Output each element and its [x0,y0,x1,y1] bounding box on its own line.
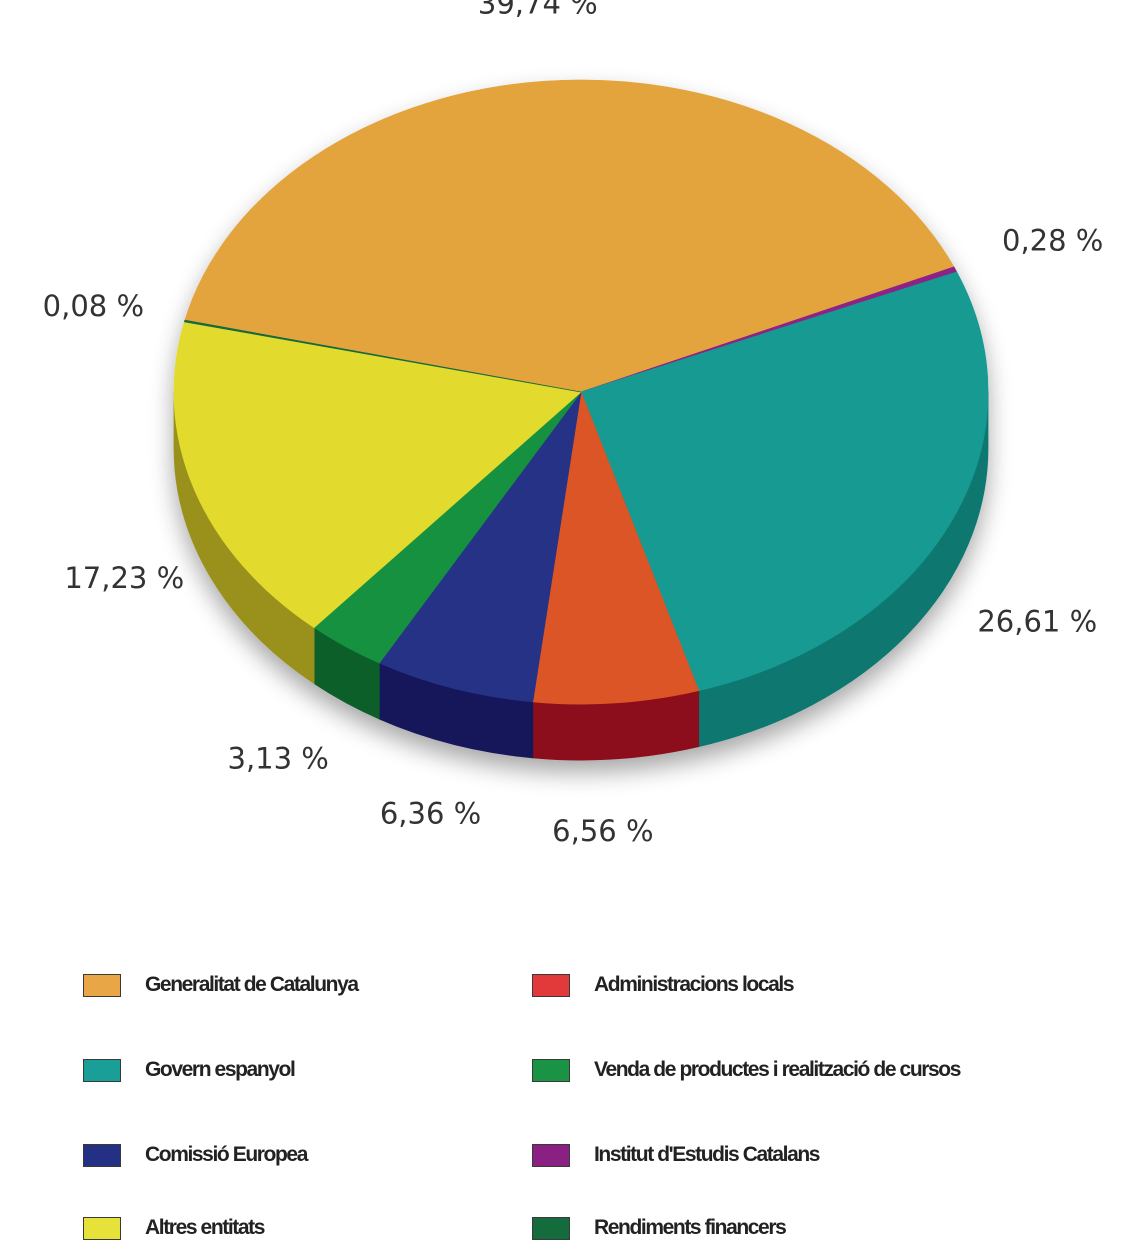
legend-label-iec: Institut d'Estudis Catalans [594,1143,820,1166]
pie-slice-6 [173,321,582,629]
legend-item-govern: Govern espanyol [83,1055,296,1085]
legend: Generalitat de Catalunya Govern espanyol… [0,960,1148,1241]
legend-item-generalitat: Generalitat de Catalunya [83,970,359,1000]
legend-label-generalitat: Generalitat de Catalunya [145,973,359,996]
legend-item-administracions: Administracions locals [532,970,795,1000]
legend-item-altres: Altres entitats [83,1213,265,1243]
pie-label-0: 39,74 % [478,0,598,20]
pie-label-1: 0,28 % [1002,223,1103,257]
pie-slice-2 [580,271,989,692]
pie-label-7: 0,08 % [43,289,144,323]
legend-item-venda: Venda de productes i realització de curs… [532,1055,961,1085]
pie-slice-4 [378,391,582,703]
pie-label-2: 26,61 % [977,604,1097,638]
legend-label-administracions: Administracions locals [594,973,795,996]
pie-slice-7 [183,319,582,393]
pie-chart: 39,74 % 0,28 % 26,61 % 6,56 % 6,36 % 3,13 % 17… [43,0,1104,848]
legend-swatch-venda [532,1058,570,1082]
pie-label-4: 6,36 % [380,797,481,831]
legend-swatch-iec [532,1143,570,1167]
legend-label-rendiments: Rendiments financers [594,1216,787,1239]
legend-swatch-rendiments [532,1216,570,1240]
legend-item-rendiments: Rendiments financers [532,1213,787,1243]
pie-label-3: 6,56 % [552,814,653,848]
legend-label-venda: Venda de productes i realització de curs… [594,1058,961,1081]
legend-swatch-generalitat [83,973,121,997]
legend-label-comissio: Comissió Europea [145,1143,308,1166]
legend-swatch-comissio [83,1143,121,1167]
pie-chart-svg: 39,74 % 0,28 % 26,61 % 6,56 % 6,36 % 3,13 % 17… [43,0,1104,848]
legend-swatch-administracions [532,973,570,997]
pie-slice-0 [184,79,955,393]
legend-label-altres: Altres entitats [145,1216,265,1239]
legend-label-govern: Govern espanyol [145,1058,296,1081]
pie-slice-3 [532,390,700,705]
legend-item-iec: Institut d'Estudis Catalans [532,1140,820,1170]
legend-swatch-altres [83,1216,121,1240]
pie-label-6: 17,23 % [64,561,184,595]
pie-label-5: 3,13 % [228,741,329,775]
legend-swatch-govern [83,1058,121,1082]
legend-item-comissio: Comissió Europea [83,1140,308,1170]
